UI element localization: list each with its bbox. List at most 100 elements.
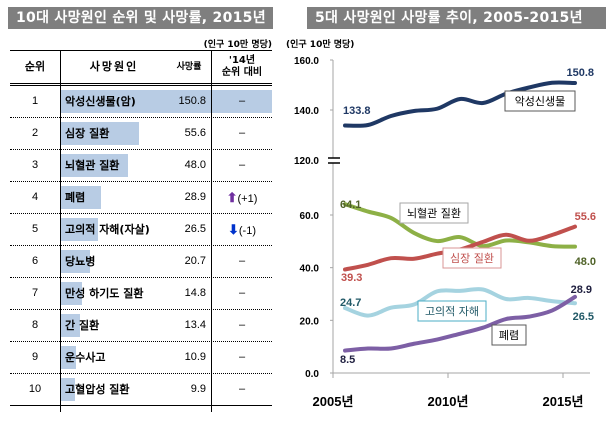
row-change: – xyxy=(212,374,272,405)
y-tick-label: 40.0 xyxy=(300,264,320,275)
header-rank: 순위 xyxy=(24,60,46,73)
row-cause: 고의적 자해(자살) xyxy=(65,223,150,236)
row-change-value: (-1) xyxy=(238,225,256,237)
row-rate: 26.5 xyxy=(184,223,206,235)
row-cause: 만성 하기도 질환 xyxy=(65,287,144,300)
row-change: – xyxy=(212,278,272,309)
data-label-start: 133.8 xyxy=(343,105,371,117)
row-cause: 운수사고 xyxy=(65,351,106,364)
row-rate: 13.4 xyxy=(184,319,206,331)
row-rank: 9 xyxy=(31,351,39,363)
row-change-value: – xyxy=(238,383,246,395)
series-line-1 xyxy=(343,202,577,249)
data-label-end: 48.0 xyxy=(575,256,596,268)
header-cause: 사망원인 xyxy=(89,60,139,73)
y-tick-label: 120.0 xyxy=(294,156,319,167)
rate-bar xyxy=(61,90,272,113)
y-tick-label: 0.0 xyxy=(305,369,319,380)
row-cause: 악성신생물(암) xyxy=(65,95,136,108)
row-cause: 심장 질환 xyxy=(65,127,110,140)
table-row: 10 고혈압성 질환 9.9 – xyxy=(10,374,272,406)
row-rate: 9.9 xyxy=(190,383,206,395)
series-name-box xyxy=(442,247,502,269)
table-header: 순위 사망원인 사망률 '14년 순위 대비 xyxy=(10,50,272,86)
row-change-value: – xyxy=(238,351,246,363)
row-cause: 뇌혈관 질환 xyxy=(65,159,120,172)
header-change: '14년 순위 대비 xyxy=(212,51,272,83)
row-rate: 55.6 xyxy=(184,127,206,139)
rate-bar xyxy=(61,186,101,209)
row-rate: 20.7 xyxy=(184,255,206,267)
series-line-0 xyxy=(343,80,577,128)
data-label-end: 150.8 xyxy=(566,67,594,79)
row-change: – xyxy=(212,246,272,277)
table-row: 6 당뇨병 20.7 – xyxy=(10,246,272,278)
row-rank: 5 xyxy=(31,223,39,235)
rate-bar xyxy=(61,250,90,273)
table-title: 10대 사망원인 순위 및 사망률, 2015년 xyxy=(8,7,273,29)
arrow-up-icon: ⬆ xyxy=(226,190,238,205)
row-rate: 150.8 xyxy=(178,95,206,107)
table-body: 1 악성신생물(암) 150.8 – 2 심장 질환 55.6 – 3 뇌혈관 질환 48.0 – 4 폐… xyxy=(10,86,272,406)
column-divider xyxy=(60,50,61,412)
data-label-end: 26.5 xyxy=(573,311,594,323)
table-unit-note: (인구 10만 명당) xyxy=(203,40,272,50)
row-rank: 3 xyxy=(31,159,39,171)
rate-bar xyxy=(61,346,76,369)
row-change: – xyxy=(212,86,272,117)
data-label-end: 28.9 xyxy=(571,284,592,296)
row-change-value: – xyxy=(238,127,246,139)
series-name-label: 악성신생물 xyxy=(515,95,566,108)
rate-bar xyxy=(61,378,75,401)
y-tick-label: 20.0 xyxy=(300,316,320,327)
row-change: – xyxy=(212,310,272,341)
series-line-4 xyxy=(343,294,577,353)
data-label-start: 39.3 xyxy=(341,272,362,284)
chart-unit-note: (인구 10만 명당) xyxy=(286,40,355,50)
row-rank: 4 xyxy=(31,191,39,203)
rate-bar xyxy=(61,122,139,145)
row-rate: 48.0 xyxy=(184,159,206,171)
row-change-value: – xyxy=(238,319,246,331)
table-row: 3 뇌혈관 질환 48.0 – xyxy=(10,150,272,182)
row-change: – xyxy=(212,118,272,149)
series-name-box xyxy=(417,300,487,322)
header-rate: 사망률 xyxy=(176,62,202,72)
rate-bar xyxy=(61,154,128,177)
table-row: 1 악성신생물(암) 150.8 – xyxy=(10,86,272,118)
row-rank: 6 xyxy=(31,255,39,267)
x-tick-label: 2015년 xyxy=(543,394,584,409)
table-row: 7 만성 하기도 질환 14.8 – xyxy=(10,278,272,310)
series-line-3 xyxy=(343,287,577,318)
row-rate: 14.8 xyxy=(184,287,206,299)
table-row: 9 운수사고 10.9 – xyxy=(10,342,272,374)
series-name-box xyxy=(491,324,527,346)
series-name-label: 고의적 자해 xyxy=(425,304,479,318)
row-rate: 28.9 xyxy=(184,191,206,203)
row-change-value: – xyxy=(238,287,246,299)
row-change-value: – xyxy=(238,95,246,107)
header-change-line1: '14년 xyxy=(228,55,256,66)
data-label-end: 55.6 xyxy=(575,211,596,223)
table-row: 2 심장 질환 55.6 – xyxy=(10,118,272,150)
series-name-box xyxy=(504,90,576,112)
table-row: 4 폐렴 28.9 ⬆(+1) xyxy=(10,182,272,214)
row-cause: 간 질환 xyxy=(65,319,100,332)
row-change: ⬆(+1) xyxy=(212,182,272,213)
rate-bar xyxy=(61,282,82,305)
row-rank: 10 xyxy=(28,383,42,395)
row-change: – xyxy=(212,342,272,373)
data-label-start: 8.5 xyxy=(340,354,355,366)
data-label-start: 64.1 xyxy=(340,199,361,211)
row-rank: 2 xyxy=(31,127,39,139)
row-change-value: (+1) xyxy=(237,193,258,205)
row-change-value: – xyxy=(238,159,246,171)
column-divider xyxy=(211,50,212,412)
header-change-line2: 순위 대비 xyxy=(221,67,263,78)
chart-title: 5대 사망원인 사망률 추이, 2005-2015년 xyxy=(307,7,606,29)
y-tick-label: 160.0 xyxy=(294,56,319,67)
series-name-label: 뇌혈관 질환 xyxy=(407,206,461,220)
row-cause: 당뇨병 xyxy=(65,255,96,268)
rate-bar xyxy=(61,314,80,337)
